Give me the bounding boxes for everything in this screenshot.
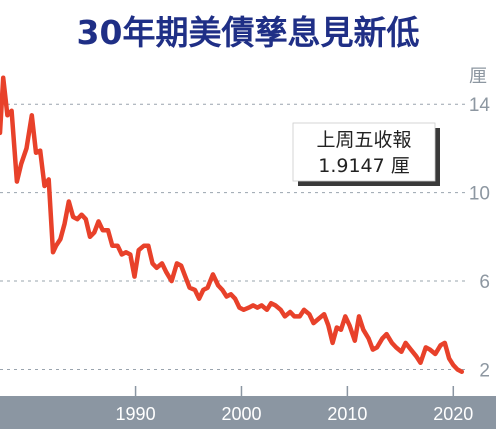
annotation-line-2: 1.9147 厘 bbox=[318, 155, 410, 177]
yield-series-line bbox=[0, 75, 465, 374]
y-axis-unit-label: 厘 bbox=[469, 66, 487, 87]
x-tick-label: 2010 bbox=[327, 404, 367, 424]
annotation-line-1: 上周五收報 bbox=[316, 129, 411, 151]
annotation-box: 上周五收報 1.9147 厘 bbox=[292, 122, 440, 186]
y-tick-label: 14 bbox=[469, 95, 491, 116]
y-axis-ticks: 14 10 6 2 bbox=[469, 95, 491, 381]
x-tick-label: 1990 bbox=[116, 404, 156, 424]
x-tick-label: 2020 bbox=[433, 404, 473, 424]
x-axis-ticks: 1990 2000 2010 2020 bbox=[116, 386, 473, 424]
annotation-box-bg bbox=[292, 122, 436, 182]
x-tick-label: 2000 bbox=[221, 404, 261, 424]
y-tick-label: 2 bbox=[479, 360, 490, 381]
y-tick-label: 10 bbox=[469, 184, 490, 205]
y-tick-label: 6 bbox=[479, 272, 490, 293]
chart-title: 30年期美債孳息見新低 bbox=[77, 13, 420, 52]
x-axis-band bbox=[0, 396, 496, 429]
grid-lines bbox=[0, 103, 468, 370]
